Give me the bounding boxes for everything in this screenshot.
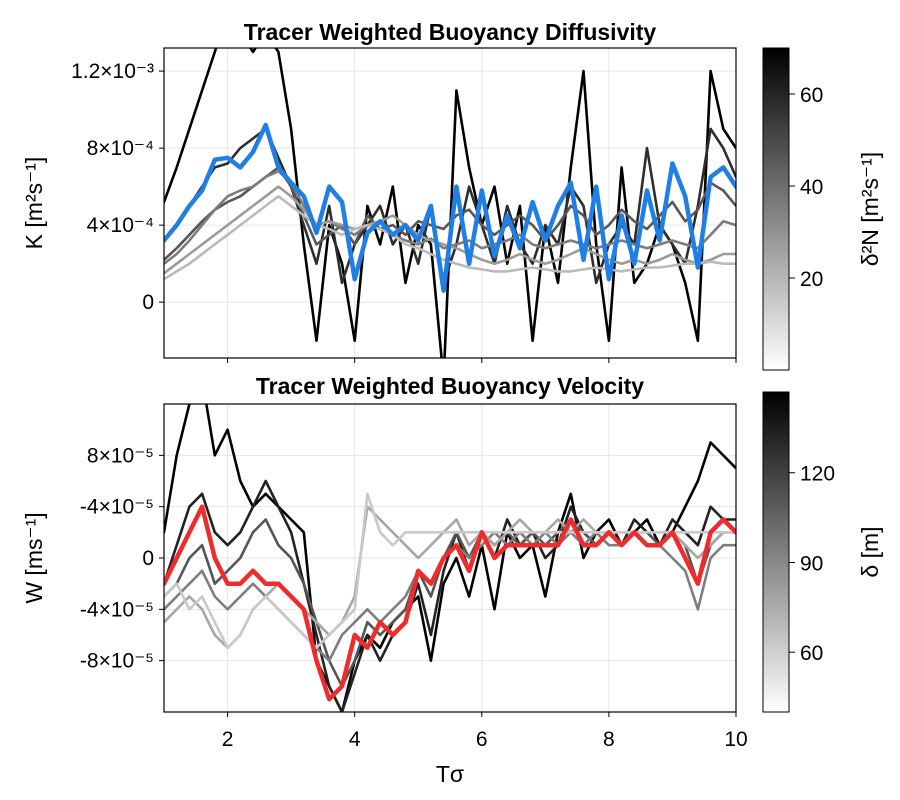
diffusivity-colorbar-ticks: 20 40 60	[789, 84, 823, 291]
diffusivity-colorbar-tick-label: 60	[800, 84, 823, 107]
velocity-y-tick-label: -4×10⁻⁵	[80, 598, 154, 621]
diffusivity-y-tick-label: 8×10⁻⁴	[87, 137, 154, 160]
diffusivity-colorbar-gradient	[762, 47, 790, 371]
velocity-x-ticks: 2 4 6 8 10	[222, 712, 748, 751]
velocity-y-ticks: 8×10⁻⁵ -4×10⁻⁵ 0 -4×10⁻⁵ -8×10⁻⁵	[80, 444, 164, 673]
diffusivity-series-line	[164, 195, 736, 281]
diffusivity-colorbar-label: δ²N [m²s⁻¹]	[857, 152, 883, 266]
velocity-y-tick-label: 8×10⁻⁵	[87, 444, 154, 467]
velocity-x-tick-label: 8	[603, 728, 615, 751]
velocity-x-axis-label: Tσ	[436, 761, 464, 787]
diffusivity-colorbar: 20 40 60 δ²N [m²s⁻¹]	[762, 47, 883, 371]
panel-velocity: Tracer Weighted Buoyancy Velocity 8×10⁻⁵…	[21, 373, 883, 787]
velocity-highlight-series-line	[164, 504, 736, 702]
velocity-colorbar: 60 90 120 δ [m]	[762, 391, 883, 713]
velocity-y-tick-label: 0	[142, 547, 154, 570]
diffusivity-title: Tracer Weighted Buoyancy Diffusivity	[244, 19, 657, 45]
velocity-y-tick-label: -4×10⁻⁵	[80, 496, 154, 519]
diffusivity-colorbar-tick-label: 40	[800, 176, 823, 199]
velocity-colorbar-label: δ [m]	[857, 526, 883, 577]
velocity-series-group	[164, 404, 736, 712]
velocity-x-tick-label: 6	[476, 728, 488, 751]
velocity-colorbar-tick-label: 120	[800, 463, 835, 486]
velocity-series-line	[164, 479, 736, 712]
diffusivity-y-tick-label: 1.2×10⁻³	[71, 60, 154, 83]
velocity-x-tick-label: 4	[349, 728, 361, 751]
velocity-colorbar-tick-label: 60	[800, 642, 823, 665]
velocity-x-tick-label: 2	[222, 728, 234, 751]
diffusivity-y-tick-label: 0	[142, 291, 154, 314]
diffusivity-colorbar-tick-label: 20	[800, 268, 823, 291]
diffusivity-axes-frame	[163, 47, 737, 359]
velocity-y-tick-label: -8×10⁻⁵	[80, 650, 154, 673]
diffusivity-y-axis-label: K [m²s⁻¹]	[21, 157, 47, 250]
diffusivity-y-ticks: 0 4×10⁻⁴ 8×10⁻⁴ 1.2×10⁻³	[71, 60, 164, 314]
velocity-x-tick-label: 10	[724, 728, 747, 751]
velocity-colorbar-tick-label: 90	[800, 552, 823, 575]
velocity-series-line	[164, 492, 736, 650]
panel-diffusivity: Tracer Weighted Buoyancy Diffusivity 0 4×…	[21, 19, 883, 371]
velocity-colorbar-ticks: 60 90 120	[789, 463, 835, 665]
velocity-colorbar-gradient	[762, 391, 790, 713]
velocity-title: Tracer Weighted Buoyancy Velocity	[256, 373, 644, 399]
diffusivity-series-group	[164, 48, 736, 358]
diffusivity-x-ticks	[227, 358, 737, 363]
velocity-y-axis-label: W [ms⁻¹]	[21, 512, 47, 603]
diffusivity-highlight-series-line	[164, 122, 736, 293]
diffusivity-y-tick-label: 4×10⁻⁴	[87, 214, 154, 237]
velocity-grid	[164, 404, 737, 712]
